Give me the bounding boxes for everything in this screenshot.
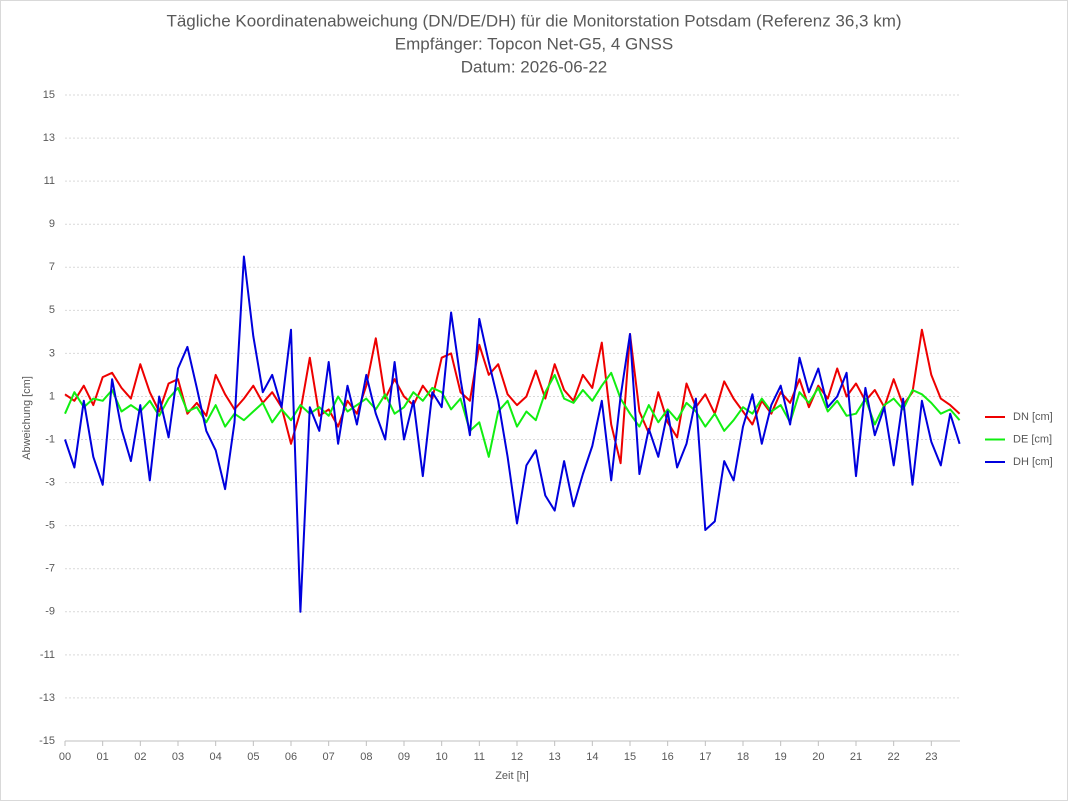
- chart-subtitle: Empfänger: Topcon Net-G5, 4 GNSS: [395, 34, 673, 53]
- y-tick-label: -15: [39, 735, 55, 747]
- y-axis-label: Abweichung [cm]: [21, 376, 33, 460]
- x-tick-label: 15: [624, 751, 636, 763]
- series-line: [64, 328, 961, 465]
- y-tick-label: -7: [45, 563, 55, 575]
- x-tick-label: 16: [662, 751, 674, 763]
- y-tick-label: -13: [39, 692, 55, 704]
- x-tick-label: 19: [775, 751, 787, 763]
- y-tick-label: -1: [45, 433, 55, 445]
- y-tick-label: 5: [49, 304, 55, 316]
- x-tick-label: 12: [511, 751, 523, 763]
- y-tick-label: 13: [43, 132, 55, 144]
- x-tick-label: 09: [398, 751, 410, 763]
- y-tick-label: 3: [49, 347, 55, 359]
- y-tick-label: 9: [49, 218, 55, 230]
- y-tick-label: 11: [44, 175, 55, 187]
- x-tick-label: 21: [850, 751, 862, 763]
- x-tick-label: 05: [247, 751, 259, 763]
- y-tick-label: -9: [45, 606, 55, 618]
- x-tick-label: 11: [474, 751, 485, 763]
- x-tick-label: 07: [323, 751, 335, 763]
- y-tick-label: -11: [40, 649, 55, 661]
- y-tick-label: 1: [49, 390, 55, 402]
- x-tick-label: 20: [812, 751, 824, 763]
- x-tick-label: 08: [360, 751, 372, 763]
- x-tick-label: 23: [925, 751, 937, 763]
- x-tick-label: 06: [285, 751, 297, 763]
- chart-title: Tägliche Koordinatenabweichung (DN/DE/DH…: [166, 11, 901, 30]
- y-tick-label: -5: [45, 520, 55, 532]
- x-tick-label: 14: [586, 751, 598, 763]
- x-tick-label: 18: [737, 751, 749, 763]
- x-tick-label: 02: [134, 751, 146, 763]
- series-line: [64, 371, 961, 458]
- x-tick-label: 13: [549, 751, 561, 763]
- legend-label: DH [cm]: [1013, 456, 1053, 468]
- x-tick-label: 10: [436, 751, 448, 763]
- x-axis-label: Zeit [h]: [495, 770, 529, 782]
- x-tick-label: 03: [172, 751, 184, 763]
- x-tick-label: 04: [210, 751, 222, 763]
- x-tick-label: 00: [59, 751, 71, 763]
- legend-label: DN [cm]: [1013, 411, 1053, 423]
- y-tick-label: 15: [43, 89, 55, 101]
- series-line: [64, 255, 961, 613]
- y-tick-label: -3: [45, 477, 55, 489]
- x-tick-label: 01: [97, 751, 109, 763]
- legend-label: DE [cm]: [1013, 433, 1052, 445]
- y-tick-label: 7: [49, 261, 55, 273]
- x-tick-label: 22: [888, 751, 900, 763]
- chart-date: Datum: 2026-06-22: [461, 57, 607, 76]
- x-tick-label: 17: [699, 751, 711, 763]
